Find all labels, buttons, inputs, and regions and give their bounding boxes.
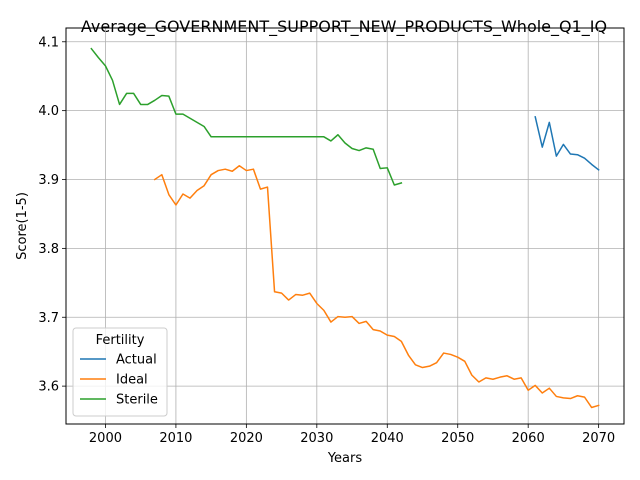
legend-entries: Actual Ideal Sterile (80, 353, 158, 408)
legend: Fertility Actual Ideal Sterile (72, 327, 168, 417)
y-tick-label: 3.8 (38, 242, 59, 257)
series-line-actual (534, 115, 600, 171)
y-tick-label: 3.7 (38, 311, 59, 326)
y-axis-label: Score(1-5) (15, 192, 30, 260)
chart-title: Average_GOVERNMENT_SUPPORT_NEW_PRODUCTS_… (81, 17, 607, 37)
plot-area-frame (65, 27, 625, 425)
x-tick-label: 2000 (89, 431, 122, 446)
legend-label-sterile: Sterile (116, 393, 158, 408)
x-tick-label: 2070 (582, 431, 615, 446)
x-tick-label: 2030 (300, 431, 333, 446)
legend-label-actual: Actual (116, 353, 157, 368)
legend-title: Fertility (96, 333, 145, 348)
x-tick-label: 2010 (159, 431, 192, 446)
series-line-ideal (153, 164, 600, 409)
x-tick-label: 2020 (230, 431, 263, 446)
y-tick-label: 3.6 (38, 380, 59, 395)
x-tick-label: 2050 (441, 431, 474, 446)
x-tick-label: 2060 (512, 431, 545, 446)
series-lines (90, 47, 600, 409)
x-axis: 2000 2010 2020 2030 2040 2050 2060 2070 (89, 424, 615, 446)
y-axis: 3.6 3.7 3.8 3.9 4.0 4.1 (38, 35, 66, 395)
series-line-sterile (90, 47, 403, 186)
y-tick-label: 4.1 (38, 35, 59, 50)
y-tick-label: 3.9 (38, 173, 59, 188)
legend-box (72, 327, 168, 417)
x-tick-label: 2040 (371, 431, 404, 446)
x-axis-label: Years (327, 451, 363, 466)
y-tick-label: 4.0 (38, 104, 59, 119)
legend-label-ideal: Ideal (116, 373, 148, 388)
